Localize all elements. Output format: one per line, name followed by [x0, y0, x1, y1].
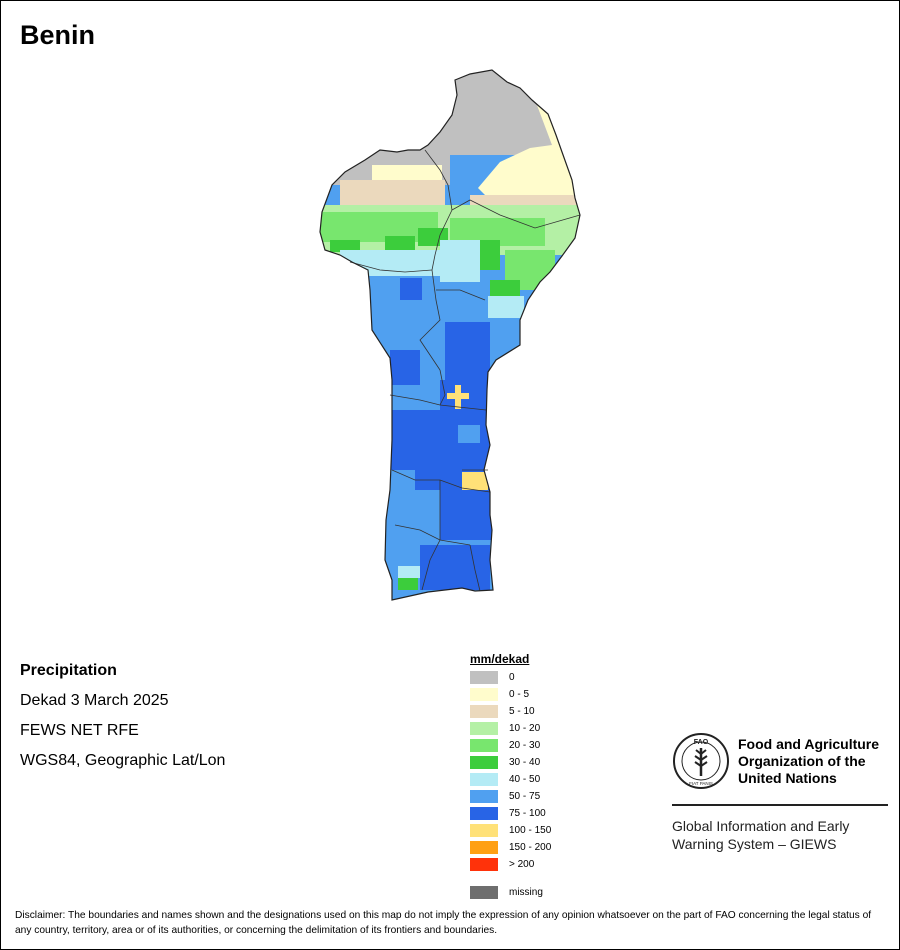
legend-item: 100 - 150: [470, 822, 551, 839]
projection-label: WGS84, Geographic Lat/Lon: [20, 752, 226, 769]
giews-name: Global Information and Early Warning Sys…: [672, 817, 888, 853]
legend-item: 75 - 100: [470, 805, 551, 822]
legend-label: 0: [509, 672, 515, 683]
legend-swatch: [470, 790, 498, 803]
legend-swatch: [470, 705, 498, 718]
legend-item: 0: [470, 669, 551, 686]
legend: mm/dekad 0 0 - 5 5 - 10 10 - 20 20 - 30 30 - …: [470, 652, 551, 901]
zone-5-10: [340, 180, 445, 208]
zone-30-40-b: [385, 236, 415, 250]
legend-swatch: [470, 756, 498, 769]
map-info: Precipitation Dekad 3 March 2025 FEWS NE…: [20, 656, 225, 776]
legend-label: > 200: [509, 859, 535, 870]
zone-75-100-g: [420, 545, 490, 590]
legend-swatch: [470, 858, 498, 871]
legend-item: 50 - 75: [470, 788, 551, 805]
zone-50-75-patch-b: [395, 490, 435, 530]
legend-item-missing: missing: [470, 884, 551, 901]
department-boundaries: [349, 149, 581, 592]
legend-label: 20 - 30: [509, 740, 541, 751]
legend-swatch: [470, 824, 498, 837]
legend-label: 10 - 20: [509, 723, 541, 734]
legend-item: > 200: [470, 856, 551, 873]
legend-label: 0 - 5: [509, 689, 530, 700]
disclaimer: Disclaimer: The boundaries and names sho…: [15, 910, 872, 936]
fao-name-line3: United Nations: [738, 769, 837, 786]
zone-40-50-mid: [440, 240, 480, 282]
legend-label: 40 - 50: [509, 774, 541, 785]
zone-40-50-south: [398, 566, 420, 578]
legend-item: 30 - 40: [470, 754, 551, 771]
legend-swatch: [470, 841, 498, 854]
benin-precipitation-map: [319, 69, 581, 601]
zone-30-40-south: [398, 578, 418, 590]
variable-heading: Precipitation: [20, 662, 117, 679]
zone-75-100-f: [440, 490, 495, 540]
fao-name-line2: Organization of the: [738, 752, 866, 769]
legend-item: 0 - 5: [470, 686, 551, 703]
map-title: Benin: [20, 20, 96, 50]
zone-75-100-b: [445, 322, 490, 382]
legend-label: 5 - 10: [509, 706, 535, 717]
legend-item: 10 - 20: [470, 720, 551, 737]
zone-30-40-e: [490, 280, 520, 300]
zone-75-100-a: [400, 278, 422, 300]
zone-100-150-rect: [462, 472, 488, 490]
legend-swatch: [470, 773, 498, 786]
giews-line1: Global Information and Early: [672, 818, 850, 834]
legend-swatch: [470, 807, 498, 820]
legend-label-missing: missing: [509, 887, 543, 898]
legend-title: mm/dekad: [470, 652, 530, 666]
fao-block: FAO FIAT PANIS Food and Agriculture Orga…: [672, 732, 888, 853]
legend-label: 30 - 40: [509, 757, 541, 768]
legend-label: 150 - 200: [509, 842, 552, 853]
zone-30-40-a: [330, 240, 360, 252]
legend-swatch: [470, 739, 498, 752]
legend-label: 100 - 150: [509, 825, 552, 836]
fao-name-line1: Food and Agriculture: [738, 735, 880, 752]
fao-divider: [672, 804, 888, 806]
svg-text:FIAT PANIS: FIAT PANIS: [689, 781, 713, 786]
legend-swatch: [470, 688, 498, 701]
zone-40-50-east: [488, 296, 524, 318]
fao-logo-icon: FAO FIAT PANIS: [673, 733, 729, 789]
zone-75-100-e: [390, 410, 450, 470]
legend-swatch: [470, 722, 498, 735]
source-label: FEWS NET RFE: [20, 722, 139, 739]
zone-75-100-c: [390, 350, 420, 385]
zone-30-40-d: [478, 240, 500, 270]
legend-item: 150 - 200: [470, 839, 551, 856]
giews-line2: Warning System – GIEWS: [672, 836, 837, 852]
zone-50-75-patch-a: [458, 425, 480, 443]
legend-label: 50 - 75: [509, 791, 541, 802]
legend-swatch-missing: [470, 886, 498, 899]
legend-item: 5 - 10: [470, 703, 551, 720]
fao-name: Food and Agriculture Organization of the…: [738, 736, 879, 787]
legend-label: 75 - 100: [509, 808, 546, 819]
zone-100-150-cross: [447, 385, 469, 409]
legend-item: 40 - 50: [470, 771, 551, 788]
legend-swatch: [470, 671, 498, 684]
period-label: Dekad 3 March 2025: [20, 692, 169, 709]
legend-item: 20 - 30: [470, 737, 551, 754]
svg-text:FAO: FAO: [694, 739, 709, 746]
